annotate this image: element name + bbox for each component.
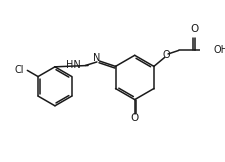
Text: N: N	[93, 53, 100, 63]
Text: O: O	[130, 113, 138, 123]
Text: Cl: Cl	[14, 65, 24, 75]
Text: HN: HN	[66, 60, 81, 70]
Text: O: O	[190, 24, 198, 34]
Text: O: O	[162, 50, 169, 60]
Text: OH: OH	[212, 45, 225, 55]
